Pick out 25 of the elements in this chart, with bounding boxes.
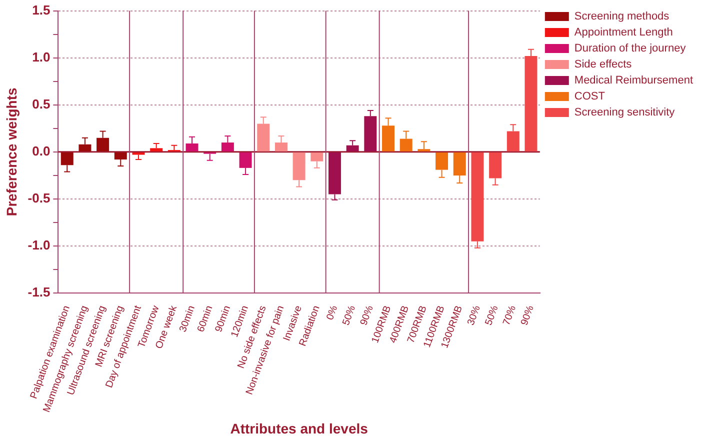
x-tick-label: 50% [484, 304, 501, 327]
legend-label: Appointment Length [574, 26, 673, 39]
y-tick-label: 0.0 [32, 144, 50, 159]
y-tick-label: 1.0 [32, 49, 50, 64]
x-tick-label: 30% [466, 304, 483, 327]
x-axis-title: Attributes and levels [230, 420, 368, 436]
y-tick-label: 1.5 [32, 2, 50, 18]
x-tick-label: 30min [178, 304, 198, 334]
x-tick-label: 60min [196, 304, 216, 334]
legend-label: COST [574, 90, 606, 103]
y-tick-label: 0.5 [32, 96, 50, 112]
x-tick-label: 90% [519, 304, 536, 327]
y-tick-label: -1.0 [28, 238, 50, 253]
legend-label: Duration of the journey [574, 42, 686, 55]
legend-label: Screening sensitivity [574, 106, 676, 119]
x-tick-label: 70% [501, 304, 519, 327]
y-tick-label: -1.5 [28, 284, 50, 300]
x-tick-label: 90% [358, 304, 376, 327]
legend-label: Screening methods [574, 10, 670, 23]
y-axis-title: Preference weights [3, 88, 20, 216]
y-tick-label: -0.5 [28, 190, 50, 206]
legend-label: Side effects [574, 58, 632, 71]
x-tick-label: 50% [340, 304, 358, 327]
legend-label: Medical Reimbursement [574, 74, 694, 87]
x-tick-label: 0% [324, 304, 340, 322]
